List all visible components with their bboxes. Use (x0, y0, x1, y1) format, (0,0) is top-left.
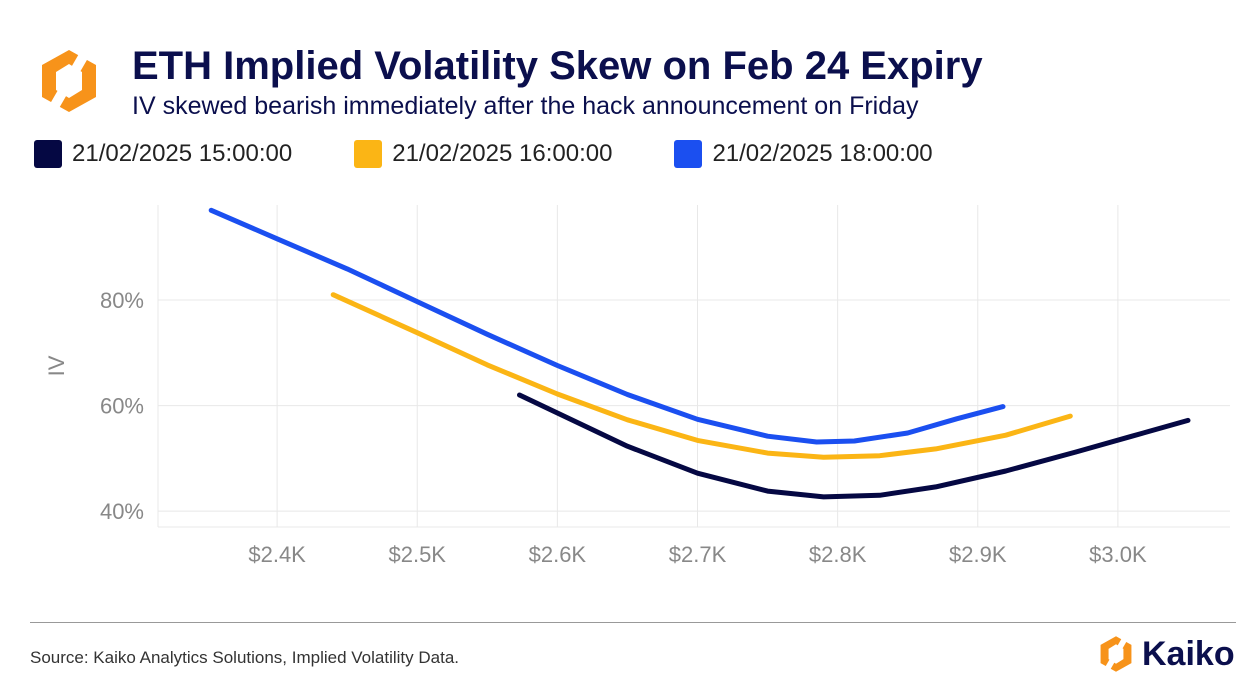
legend-swatch-series-2 (354, 140, 383, 168)
x-tick-label: $2.7K (669, 542, 727, 567)
kaiko-logo (42, 48, 96, 114)
brand-mark: Kaiko (1096, 634, 1235, 674)
legend: 21/02/2025 15:00:00 21/02/2025 16:00:00 … (34, 140, 995, 168)
source-note: Source: Kaiko Analytics Solutions, Impli… (30, 648, 459, 667)
legend-label-series-2: 21/02/2025 16:00:00 (392, 140, 613, 167)
x-tick-label: $2.6K (529, 542, 587, 567)
x-tick-label: $2.4K (248, 542, 306, 567)
kaiko-icon (1100, 635, 1132, 673)
chart-subtitle: IV skewed bearish immediately after the … (132, 92, 919, 120)
series-line-2 (330, 292, 1073, 460)
legend-item-series-2: 21/02/2025 16:00:00 (354, 140, 612, 168)
series-line-1 (517, 392, 1191, 500)
y-tick-label: 60% (100, 394, 144, 419)
y-tick-label: 40% (100, 499, 144, 524)
y-tick-label: 80% (100, 288, 144, 313)
legend-swatch-series-3 (674, 140, 703, 168)
x-tick-label: $2.5K (388, 542, 446, 567)
legend-item-series-1: 21/02/2025 15:00:00 (34, 140, 292, 168)
footer-divider (30, 622, 1236, 623)
legend-label-series-1: 21/02/2025 15:00:00 (72, 140, 293, 167)
legend-label-series-3: 21/02/2025 18:00:00 (712, 140, 933, 167)
chart-title: ETH Implied Volatility Skew on Feb 24 Ex… (132, 44, 983, 88)
legend-swatch-series-1 (34, 140, 62, 168)
iv-skew-chart: $2.4K $2.5K $2.6K $2.7K $2.8K $2.9K $3.0K 40% 60… (44, 205, 1230, 567)
legend-item-series-3: 21/02/2025 18:00:00 (674, 140, 933, 168)
x-tick-label: $3.0K (1089, 542, 1147, 567)
x-tick-label: $2.8K (809, 542, 867, 567)
brand-name: Kaiko (1142, 634, 1235, 673)
x-tick-label: $2.9K (949, 542, 1007, 567)
y-axis-label: IV (44, 355, 69, 376)
series-line-3 (208, 207, 1006, 445)
